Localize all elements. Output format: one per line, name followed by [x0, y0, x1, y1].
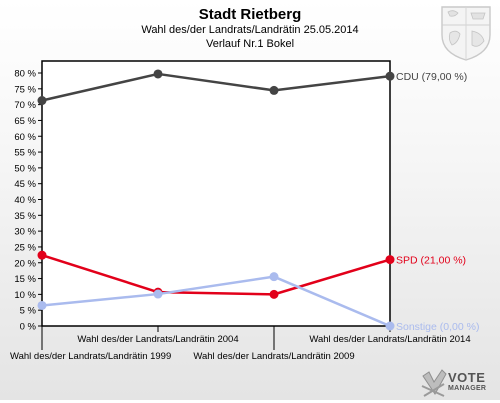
x-tick-label: Wahl des/der Landrats/Landrätin 2014 — [309, 334, 470, 345]
x-tick-label: Wahl des/der Landrats/Landrätin 1999 — [10, 351, 171, 362]
data-point-sonstige — [153, 289, 163, 299]
chart-subtitle-election: Wahl des/der Landrats/Landrätin 25.05.20… — [141, 24, 359, 36]
x-tick-label: Wahl des/der Landrats/Landrätin 2004 — [77, 334, 238, 345]
chart-title: Stadt Rietberg — [198, 6, 302, 23]
data-point-sonstige — [385, 321, 395, 331]
y-tick-label: 40 % — [14, 195, 36, 206]
data-point-spd — [385, 255, 395, 265]
chart-subtitle-district: Verlauf Nr.1 Bokel — [205, 38, 295, 50]
coat-of-arms-icon — [441, 6, 491, 61]
data-point-sonstige — [37, 300, 47, 310]
x-tick-label: Wahl des/der Landrats/Landrätin 2009 — [193, 351, 354, 362]
data-point-cdu — [37, 96, 47, 106]
series-line-spd — [41, 253, 391, 296]
series-end-label-sonstige: Sonstige (0,00 %) — [396, 321, 479, 333]
data-point-sonstige — [269, 272, 279, 282]
data-point-cdu — [269, 85, 279, 95]
series-line-cdu — [41, 72, 391, 102]
y-tick-label: 55 % — [14, 148, 36, 159]
data-point-cdu — [385, 71, 395, 81]
y-tick-label: 10 % — [14, 290, 36, 301]
plot-area — [41, 60, 391, 327]
vote-manager-check-icon — [421, 369, 447, 397]
y-tick-label: 15 % — [14, 274, 36, 285]
y-tick-label: 80 % — [14, 69, 36, 80]
vote-manager-logo: VOTE MANAGER — [420, 368, 496, 398]
y-tick-label: 50 % — [14, 163, 36, 174]
series-end-label-cdu: CDU (79,00 %) — [396, 71, 467, 83]
y-tick-label: 25 % — [14, 242, 36, 253]
y-tick-label: 45 % — [14, 179, 36, 190]
logo-line-manager: MANAGER — [448, 385, 487, 392]
y-tick-label: 30 % — [14, 227, 36, 238]
y-tick-label: 60 % — [14, 132, 36, 143]
y-tick-label: 65 % — [14, 116, 36, 127]
y-tick-label: 70 % — [14, 100, 36, 111]
data-point-spd — [269, 289, 279, 299]
y-tick-label: 35 % — [14, 211, 36, 222]
data-point-spd — [37, 250, 47, 260]
logo-line-vote: VOTE — [448, 370, 486, 385]
series-end-label-spd: SPD (21,00 %) — [396, 255, 466, 267]
data-point-cdu — [153, 69, 163, 79]
y-tick-label: 75 % — [14, 84, 36, 95]
y-tick-label: 20 % — [14, 258, 36, 269]
y-tick-label: 5 % — [20, 306, 37, 317]
y-tick-label: 0 % — [20, 322, 37, 333]
series-line-sonstige — [41, 275, 391, 328]
